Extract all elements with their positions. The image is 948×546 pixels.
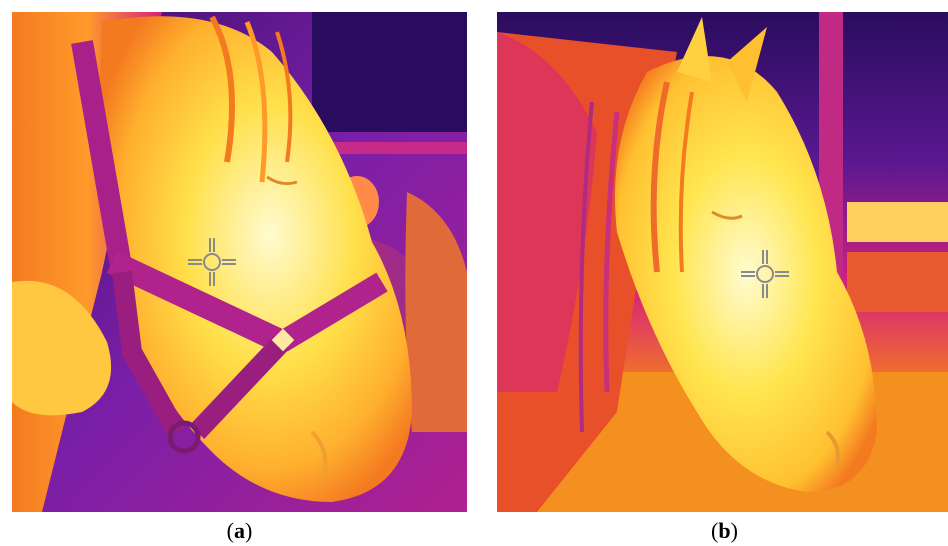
crosshair-icon [188,238,236,286]
crosshair-icon [741,250,789,298]
caption-a-close: ) [245,518,253,543]
caption-b-open: ( [711,518,719,543]
caption-a: (a) [12,518,467,544]
caption-b: (b) [497,518,948,544]
thermal-image-b-graphic [497,12,948,512]
caption-b-letter: b [718,518,731,543]
thermal-image-a-graphic [12,12,467,512]
caption-b-close: ) [730,518,738,543]
caption-a-open: ( [226,518,234,543]
thermal-image-a [12,12,467,512]
thermal-image-b [497,12,948,512]
caption-a-letter: a [234,518,245,543]
